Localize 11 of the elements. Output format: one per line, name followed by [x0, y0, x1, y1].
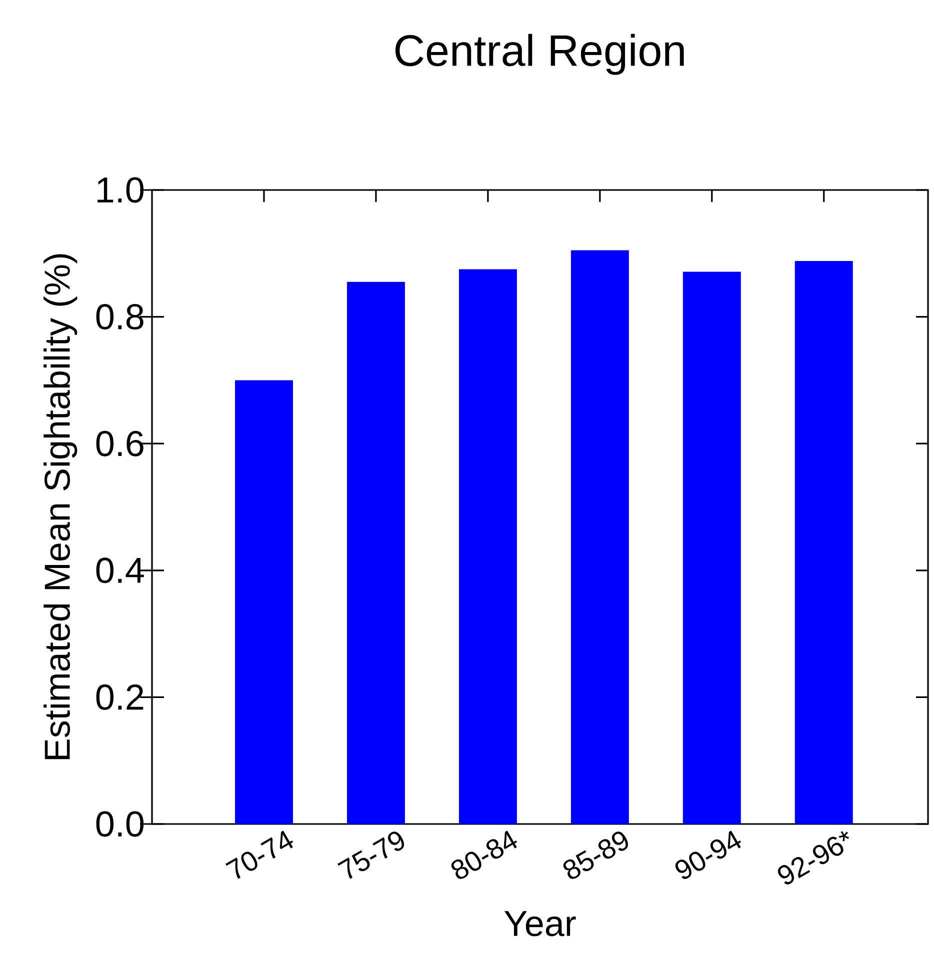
y-axis-title: Estimated Mean Sightability (%) — [44, 254, 78, 760]
y-tick-label: 0.0 — [96, 811, 144, 837]
y-tick-label: 0.6 — [96, 430, 144, 456]
x-tick-label: 75-79 — [338, 832, 404, 879]
y-tick-label: 0.8 — [96, 304, 144, 330]
y-tick-label: 0.2 — [96, 684, 144, 710]
y-tick-label: 0.4 — [96, 558, 144, 584]
y-tick-label: 1.0 — [98, 177, 144, 203]
x-axis-title: Year — [504, 911, 576, 936]
chart-title: Central Region — [395, 34, 684, 75]
x-tick-label: 85-89 — [563, 832, 628, 879]
